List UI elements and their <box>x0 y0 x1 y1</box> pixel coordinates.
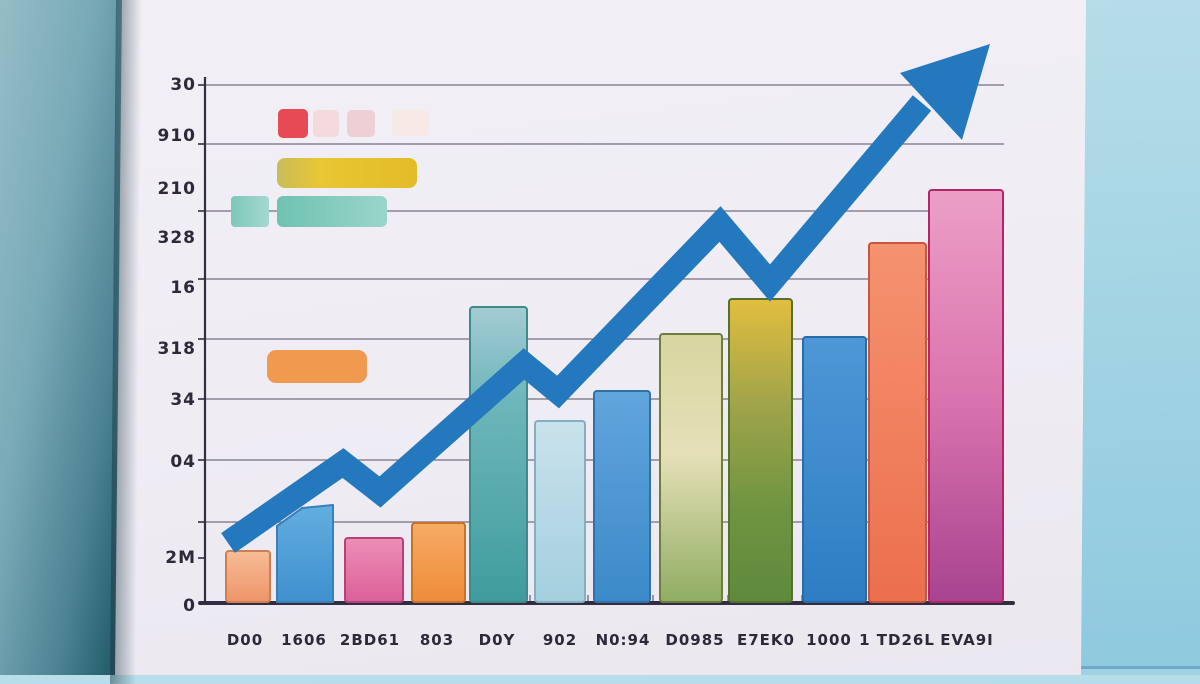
bar-5 <box>469 306 528 603</box>
trend-arrow-shaft <box>221 95 932 553</box>
bar-11 <box>868 242 927 603</box>
legend-swatch-teal-small <box>231 196 269 227</box>
shelf-lower-surface <box>1080 669 1200 675</box>
bar-4 <box>411 522 466 603</box>
legend-swatch-yellow <box>277 158 417 188</box>
bar-8 <box>659 333 723 603</box>
legend-swatch-teal-long <box>277 196 387 227</box>
legend-swatch-pink-faint-1 <box>313 110 339 137</box>
bar-7 <box>593 390 651 603</box>
bar-12 <box>928 189 1004 603</box>
legend-swatch-red <box>278 109 308 138</box>
bar-1 <box>225 550 271 603</box>
left-wall-background <box>0 0 126 675</box>
legend-swatch-orange <box>267 350 367 383</box>
trend-arrow-head <box>900 44 990 140</box>
bar-10 <box>802 336 867 603</box>
bar-2 <box>276 504 334 603</box>
legend-swatch-pink-faint-2 <box>347 110 375 137</box>
bar-9 <box>728 298 793 603</box>
bar-3 <box>344 537 404 603</box>
legend-swatch-pink-faint-3 <box>392 110 429 136</box>
shelf-edge-line <box>1080 666 1200 669</box>
bar-6 <box>534 420 586 603</box>
